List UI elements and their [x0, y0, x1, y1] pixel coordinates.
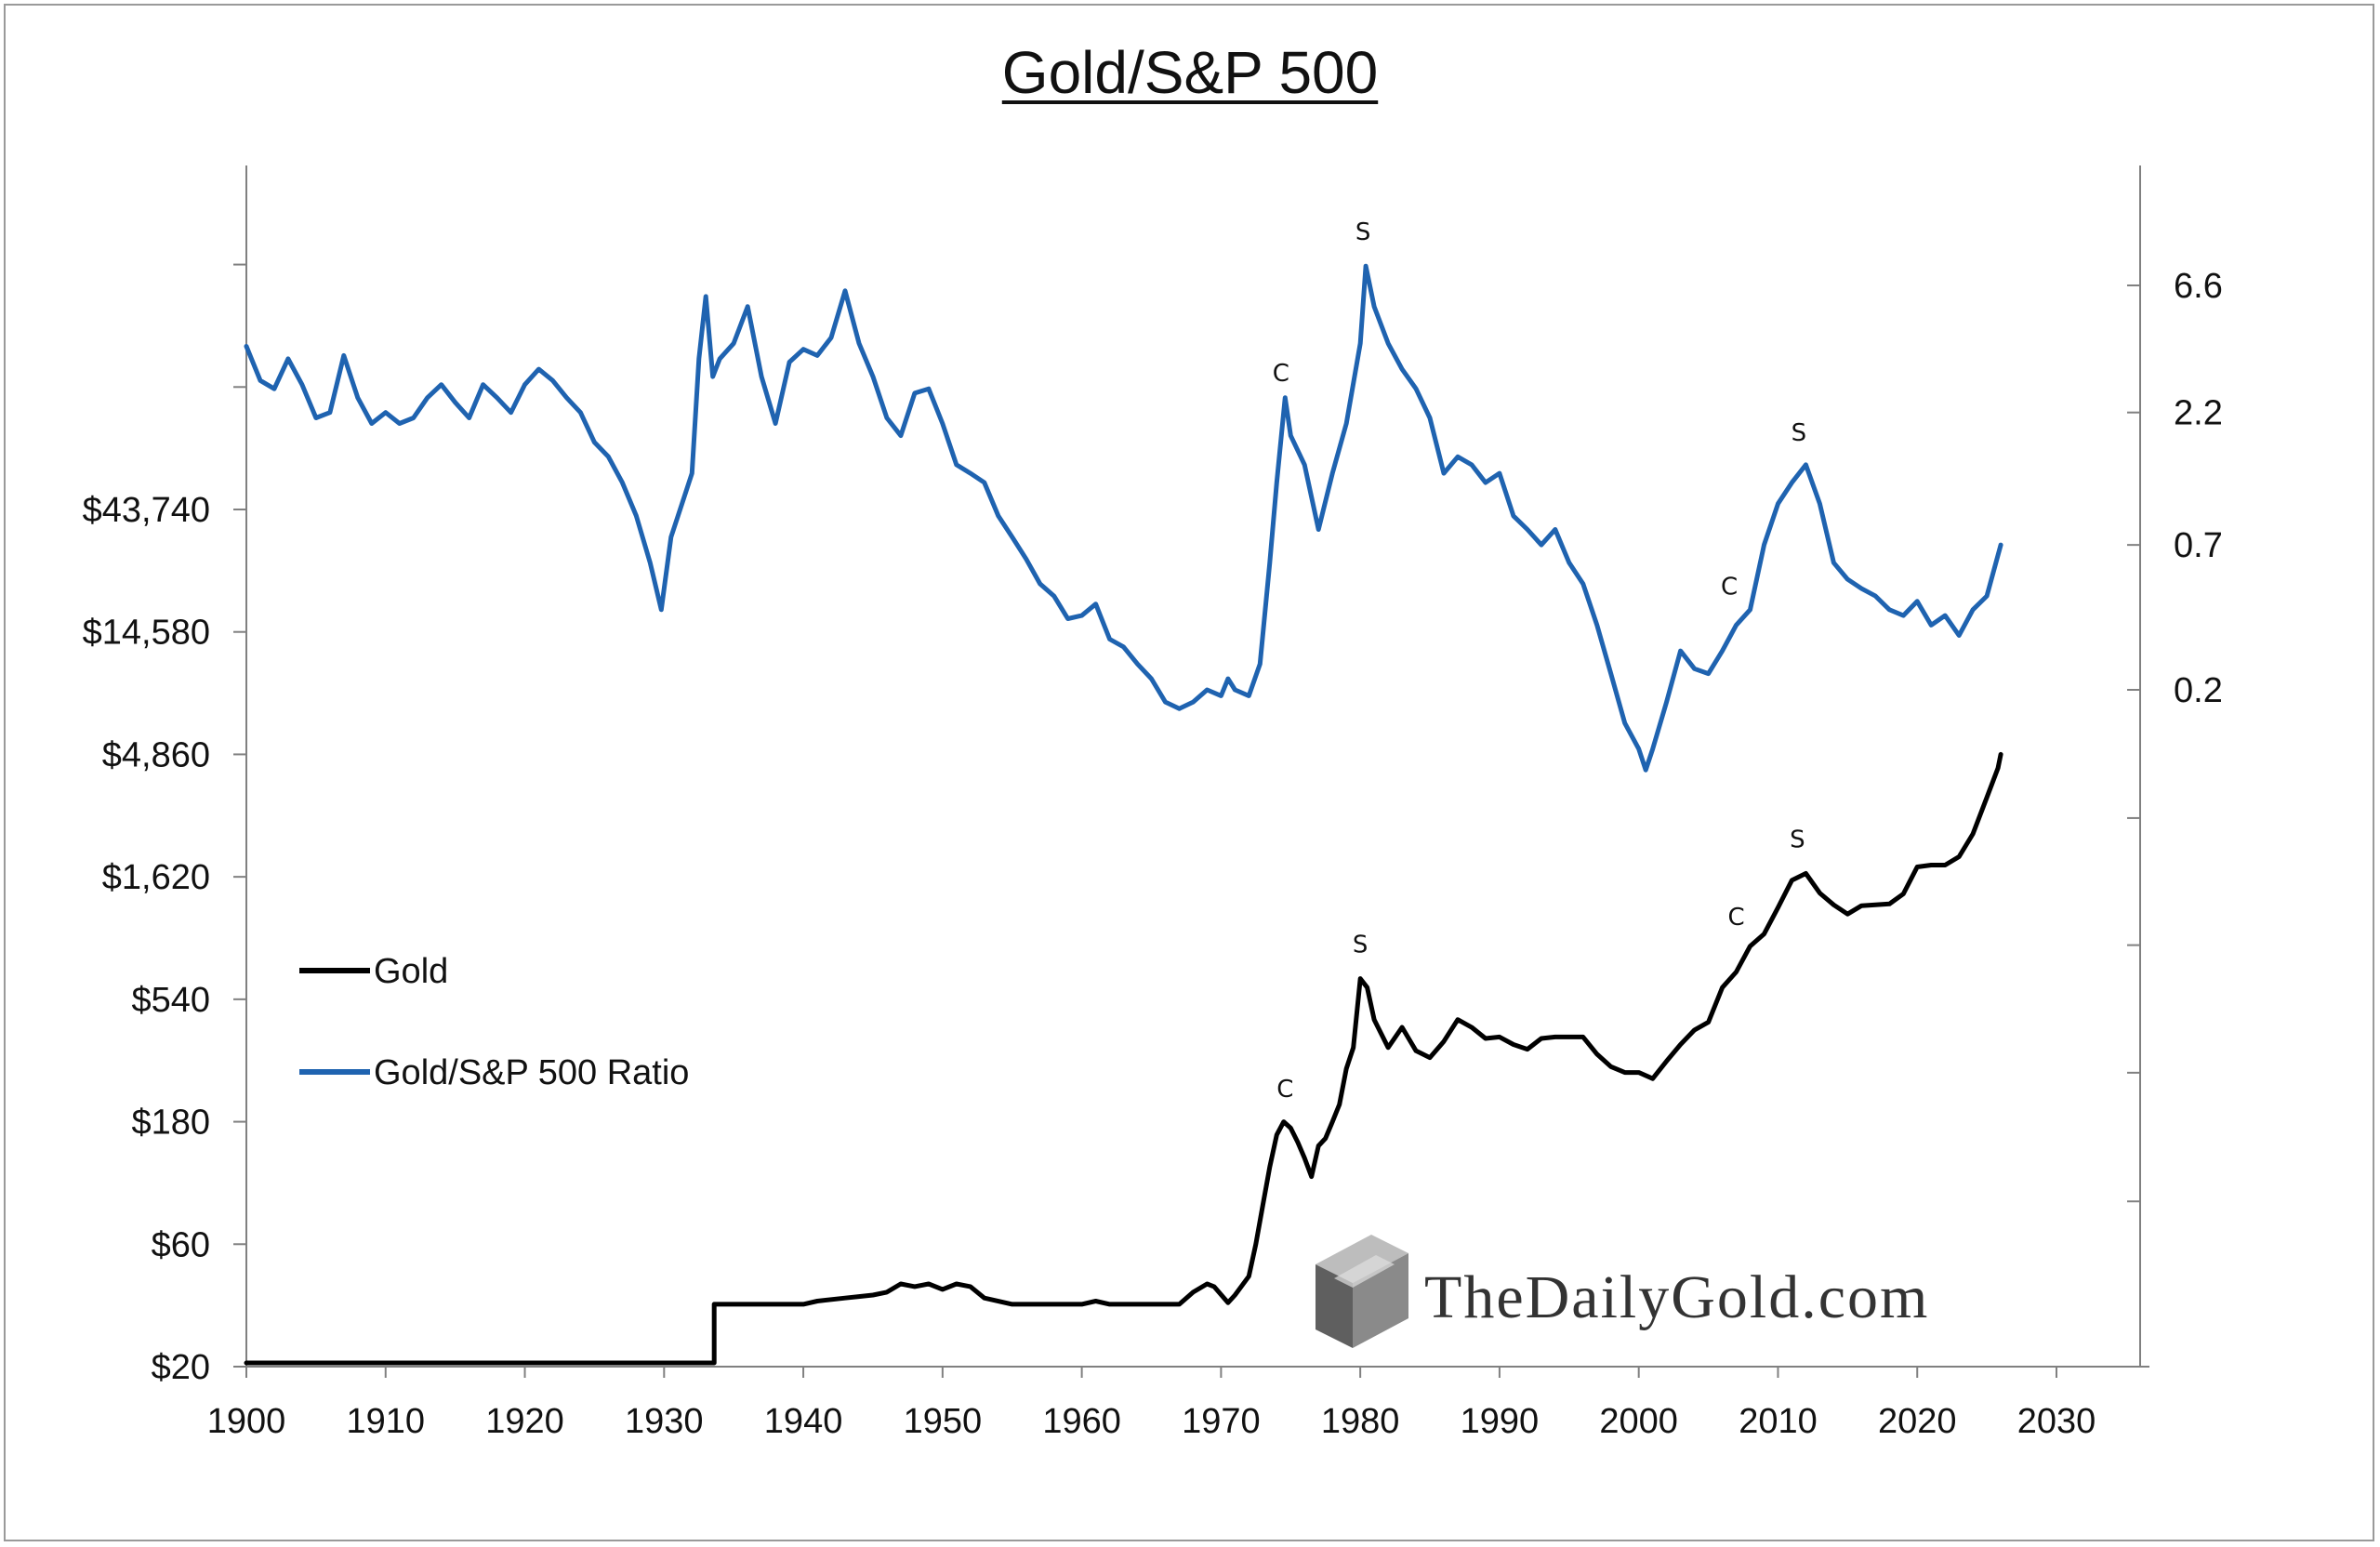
gold-price-line [244, 751, 2003, 1366]
x-axis-tick-label: 2020 [1878, 1402, 1957, 1441]
left-axis-tick-label: $14,580 [83, 614, 210, 653]
chart-frame [4, 4, 2374, 1541]
left-axis-tick-label: $180 [131, 1104, 210, 1143]
left-axis-tick-label: $1,620 [102, 858, 210, 897]
x-axis-tick-label: 1910 [346, 1402, 425, 1441]
series-annotation: C [1727, 904, 1744, 932]
series-annotation: S [1790, 826, 1805, 853]
x-axis-tick-label: 1930 [625, 1402, 704, 1441]
right-axis-tick-label: 6.6 [2174, 267, 2223, 306]
series-annotation: C [1273, 360, 1289, 388]
right-axis-ticks: 0.2 0.7 2.2 6.6 [2127, 267, 2223, 1203]
legend: Gold Gold/S&P 500 Ratio [299, 952, 689, 1092]
x-axis-tick-label: 1980 [1321, 1402, 1400, 1441]
left-axis-ticks: $20 $60 $180 $540 $1,620 $4,860 $14,580 $43,740 [83, 263, 246, 1387]
x-axis-tick-label: 2000 [1599, 1402, 1678, 1441]
series-annotation: S [1353, 932, 1368, 959]
right-axis-tick-label: 2.2 [2174, 394, 2223, 433]
legend-label-gold: Gold [374, 952, 448, 991]
series-annotation: S [1792, 419, 1807, 447]
left-axis-tick-label: $20 [152, 1348, 210, 1387]
x-axis-tick-label: 1950 [904, 1402, 983, 1441]
series-annotation: C [1721, 573, 1738, 601]
gold-sp500-ratio-line [244, 263, 2003, 773]
left-axis-tick-label: $60 [152, 1225, 210, 1264]
series-layer [244, 263, 2003, 1366]
x-axis-tick-label: 1970 [1182, 1402, 1261, 1441]
right-axis-tick-label: 0.7 [2174, 526, 2223, 565]
chart-title: Gold/S&P 500 [1002, 39, 1378, 106]
gold-bar-icon [1316, 1235, 1408, 1348]
x-axis-tick-label: 1960 [1042, 1402, 1121, 1441]
x-axis-ticks: 1900 1910 1920 1930 1940 1950 1960 1970 1980 1990… [207, 1367, 2096, 1441]
x-axis-tick-label: 2030 [2017, 1402, 2096, 1441]
left-axis-tick-label: $43,740 [83, 491, 210, 530]
series-annotation: S [1355, 218, 1371, 246]
annotation-layer: C S C S C S C S [1273, 218, 1806, 1104]
thedailygold-logo: TheDailyGold.com [1316, 1235, 1929, 1348]
left-axis-tick-label: $540 [131, 981, 210, 1020]
x-axis-tick-label: 2010 [1739, 1402, 1818, 1441]
legend-label-ratio: Gold/S&P 500 Ratio [374, 1053, 689, 1092]
series-annotation: C [1276, 1076, 1293, 1104]
left-axis-tick-label: $4,860 [102, 735, 210, 774]
watermark-text: TheDailyGold.com [1424, 1263, 1929, 1331]
right-axis-tick-label: 0.2 [2174, 671, 2223, 710]
x-axis-tick-label: 1900 [207, 1402, 286, 1441]
x-axis-tick-label: 1920 [485, 1402, 564, 1441]
x-axis-tick-label: 1990 [1461, 1402, 1540, 1441]
x-axis-tick-label: 1940 [764, 1402, 843, 1441]
